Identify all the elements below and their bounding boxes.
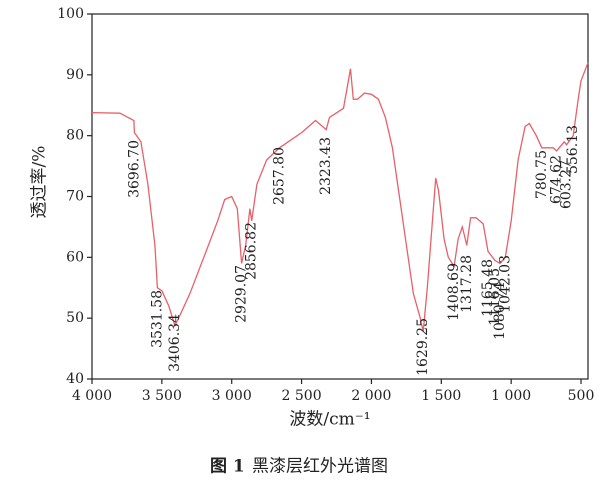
y-tick-label: 40 (66, 371, 84, 387)
figure-label: 图 1 (210, 457, 245, 477)
y-tick-label: 70 (66, 189, 84, 205)
x-tick-label: 4 000 (72, 388, 112, 404)
peak-label: 2929.07 (234, 265, 250, 323)
peak-label: 2657.80 (272, 147, 288, 205)
peak-label: 2323.43 (318, 137, 334, 195)
x-axis-label: 波数/cm⁻¹ (289, 410, 370, 430)
y-tick-label: 100 (57, 6, 84, 22)
x-tick-label: 3 500 (142, 388, 182, 404)
peak-label: 3406.34 (167, 314, 183, 372)
peak-label: 1165.48 (480, 259, 496, 317)
peak-label: 780.75 (534, 150, 550, 199)
peak-label: 556.13 (565, 125, 581, 174)
peak-label: 2856.82 (244, 222, 260, 280)
x-tick-label: 2 000 (351, 388, 391, 404)
spectrum-line (91, 62, 589, 332)
x-tick-label: 2 500 (282, 388, 322, 404)
x-tick-label: 1 000 (491, 388, 531, 404)
peak-label: 3696.70 (126, 140, 142, 198)
peak-label: 1408.69 (446, 263, 462, 321)
caption: 黑漆层红外光谱图 (252, 457, 388, 477)
x-tick-label: 1 500 (421, 388, 461, 404)
peak-label: 674.62 (549, 155, 565, 204)
peak-label: 1080.74 (492, 282, 508, 340)
x-tick-label: 3 000 (212, 388, 252, 404)
x-tick-label: 500 (568, 388, 595, 404)
y-axis-label: 透过率/% (30, 146, 50, 219)
y-tick-label: 80 (66, 128, 84, 144)
y-tick-label: 50 (66, 310, 84, 326)
peak-label: 3531.58 (149, 290, 165, 348)
y-tick-label: 90 (66, 67, 84, 83)
peak-label: 1116.05 (487, 268, 503, 326)
peak-label: 603.27 (559, 160, 575, 209)
y-tick-label: 60 (66, 249, 84, 265)
peak-label: 1317.28 (459, 255, 475, 313)
peak-label: 1629.25 (415, 318, 431, 376)
peak-label: 1042.03 (497, 255, 513, 313)
